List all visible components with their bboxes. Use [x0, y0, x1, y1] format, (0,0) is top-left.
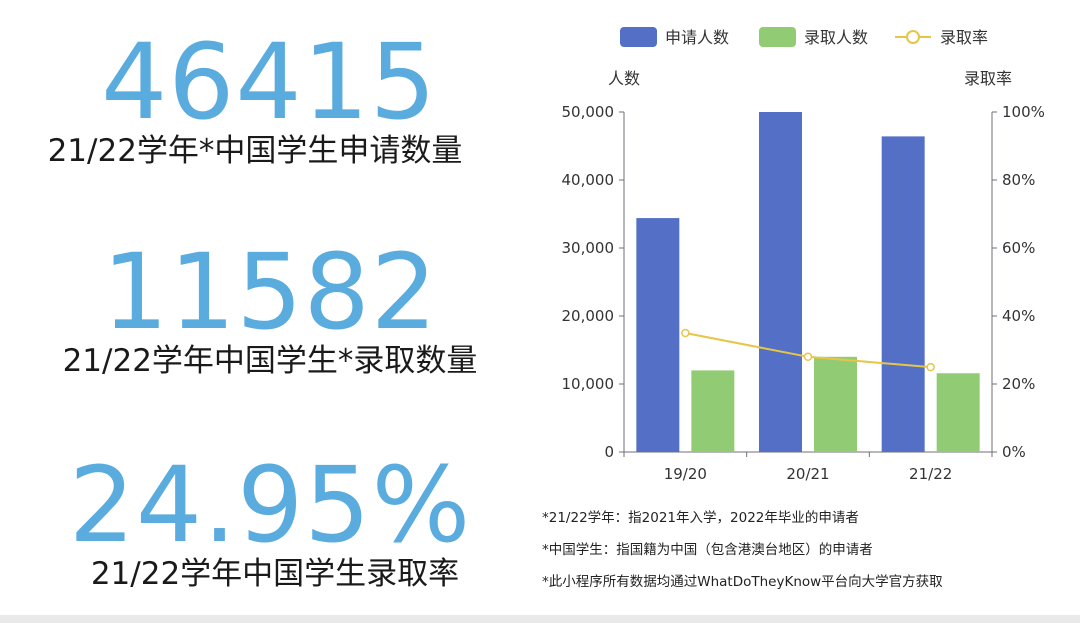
- legend-marker: [906, 30, 920, 44]
- stat-admissions-value: 11582: [102, 231, 438, 353]
- right-tick-label: 20%: [1002, 375, 1035, 393]
- x-tick-label: 20/21: [786, 465, 829, 483]
- stat-admission-rate: 24.95% 21/22学年中国学生录取率: [0, 453, 540, 591]
- legend-label: 申请人数: [665, 28, 729, 47]
- legend-swatch: [620, 27, 657, 47]
- stat-applications-value: 46415: [101, 21, 437, 143]
- x-tick-label: 21/22: [909, 465, 952, 483]
- left-tick-label: 40,000: [562, 171, 615, 189]
- rate-point: [681, 328, 690, 338]
- stat-applications: 46415 21/22学年*中国学生申请数量: [0, 30, 540, 168]
- bar-admissions: [814, 356, 857, 452]
- left-tick-label: 20,000: [562, 307, 615, 325]
- footnote-nationality: *中国学生：指国籍为中国（包含港澳台地区）的申请者: [542, 542, 873, 558]
- footnotes: *21/22学年：指2021年入学，2022年毕业的申请者 *中国学生：指国籍为…: [542, 502, 943, 598]
- bar-applications: [636, 218, 680, 452]
- legend-label: 录取人数: [804, 28, 868, 47]
- footnote-year: *21/22学年：指2021年入学，2022年毕业的申请者: [542, 510, 859, 526]
- left-tick-label: 30,000: [562, 239, 615, 257]
- stat-admission-rate-caption: 21/22学年中国学生录取率: [90, 556, 460, 592]
- bar-admissions: [936, 373, 980, 452]
- legend-label: 录取率: [940, 28, 988, 47]
- stat-admissions: 11582 21/22学年中国学生*录取数量: [0, 240, 540, 378]
- left-tick-label: 0: [604, 443, 614, 461]
- left-axis-title: 人数: [608, 69, 640, 88]
- right-tick-label: 80%: [1002, 171, 1035, 189]
- right-axis-title: 录取率: [964, 69, 1012, 88]
- right-tick-label: 40%: [1002, 307, 1035, 325]
- left-tick-label: 50,000: [562, 103, 615, 121]
- right-tick-label: 0%: [1002, 443, 1026, 461]
- combo-chart: 0 10,000 20,000 30,000 40,000 50,000 0% 20% 40% 6…: [562, 27, 1045, 483]
- bar-applications: [881, 136, 925, 453]
- x-tick-label: 19/20: [664, 465, 707, 483]
- right-tick-label: 100%: [1002, 103, 1045, 121]
- stat-admissions-caption: 21/22学年中国学生*录取数量: [62, 343, 478, 379]
- bar-applications: [759, 112, 802, 452]
- stat-applications-caption: 21/22学年*中国学生申请数量: [47, 133, 463, 169]
- footnote-source: *此小程序所有数据均通过WhatDoTheyKnow平台向大学官方获取: [542, 574, 943, 590]
- legend-swatch: [759, 27, 796, 47]
- left-tick-label: 10,000: [562, 375, 615, 393]
- bar-admissions: [691, 370, 735, 452]
- bottom-divider: [0, 615, 1080, 623]
- rate-point: [803, 352, 813, 362]
- rate-point: [926, 362, 935, 372]
- right-tick-label: 60%: [1002, 239, 1035, 257]
- stat-admission-rate-value: 24.95%: [68, 444, 472, 566]
